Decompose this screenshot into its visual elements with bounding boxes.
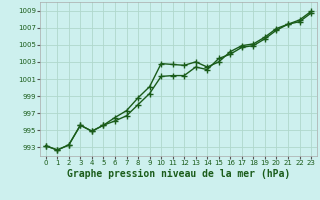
X-axis label: Graphe pression niveau de la mer (hPa): Graphe pression niveau de la mer (hPa) <box>67 169 290 179</box>
